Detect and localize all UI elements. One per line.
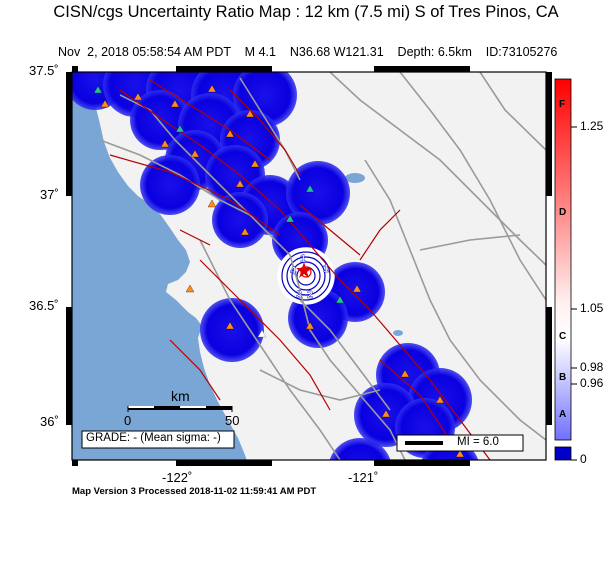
grade-text: GRADE: - (Mean sigma: -) (86, 432, 221, 444)
mi-legend-text: MI = 6.0 (457, 436, 499, 448)
contour-label: 1 (300, 253, 306, 265)
colorbar (554, 78, 577, 461)
lon-label: -122˚ (162, 470, 193, 485)
scalebar (127, 406, 233, 412)
contour-label: 3 (296, 289, 302, 301)
map-border (71, 71, 547, 461)
grade-box (81, 430, 235, 449)
contour-labels: 4 3 2 1 1 (290, 253, 330, 301)
lon-label: -121˚ (348, 470, 379, 485)
colorbar-value: 1.25 (580, 119, 604, 133)
map-area[interactable] (65, 50, 560, 502)
colorbar-value: 0 (580, 452, 587, 466)
lat-label: 37˚ (40, 187, 59, 202)
colorbar-letter: C (559, 331, 567, 342)
roads (99, 72, 546, 460)
reservoir (393, 330, 403, 336)
colorbar-value: 1.05 (580, 301, 604, 315)
contour-label: 1 (323, 263, 329, 275)
contour-label: 2 (307, 289, 313, 301)
lat-label: 37.5˚ (29, 63, 59, 78)
mi-legend-bar (405, 441, 443, 445)
colorbar-value: 0.98 (580, 360, 604, 374)
lat-label: 36.5˚ (29, 298, 59, 313)
lat-label: 36˚ (40, 414, 59, 429)
scalebar-right: 50 (225, 413, 240, 428)
scalebar-left: 0 (124, 413, 132, 428)
event-info: Nov 2, 2018 05:58:54 AM PDT M 4.1 N36.68… (58, 45, 558, 59)
faults (109, 79, 491, 460)
colorbar-letter: B (559, 372, 567, 383)
colorbar-letter: F (559, 99, 566, 110)
epicenter-star (296, 262, 312, 278)
mi-legend-box (396, 434, 524, 452)
colorbar-letter: A (559, 409, 567, 420)
contour-label: 4 (290, 265, 297, 277)
map-frame-ticks (66, 66, 552, 466)
map-title: CISN/cgs Uncertainty Ratio Map : 12 km (… (53, 3, 559, 21)
reservoir (345, 173, 365, 183)
colorbar-letter: D (559, 207, 567, 218)
colorbar-value: 0.96 (580, 376, 604, 390)
scalebar-unit: km (171, 388, 190, 404)
stations (93, 84, 465, 458)
map-version-footer: Map Version 3 Processed 2018-11-02 11:59… (72, 486, 317, 497)
